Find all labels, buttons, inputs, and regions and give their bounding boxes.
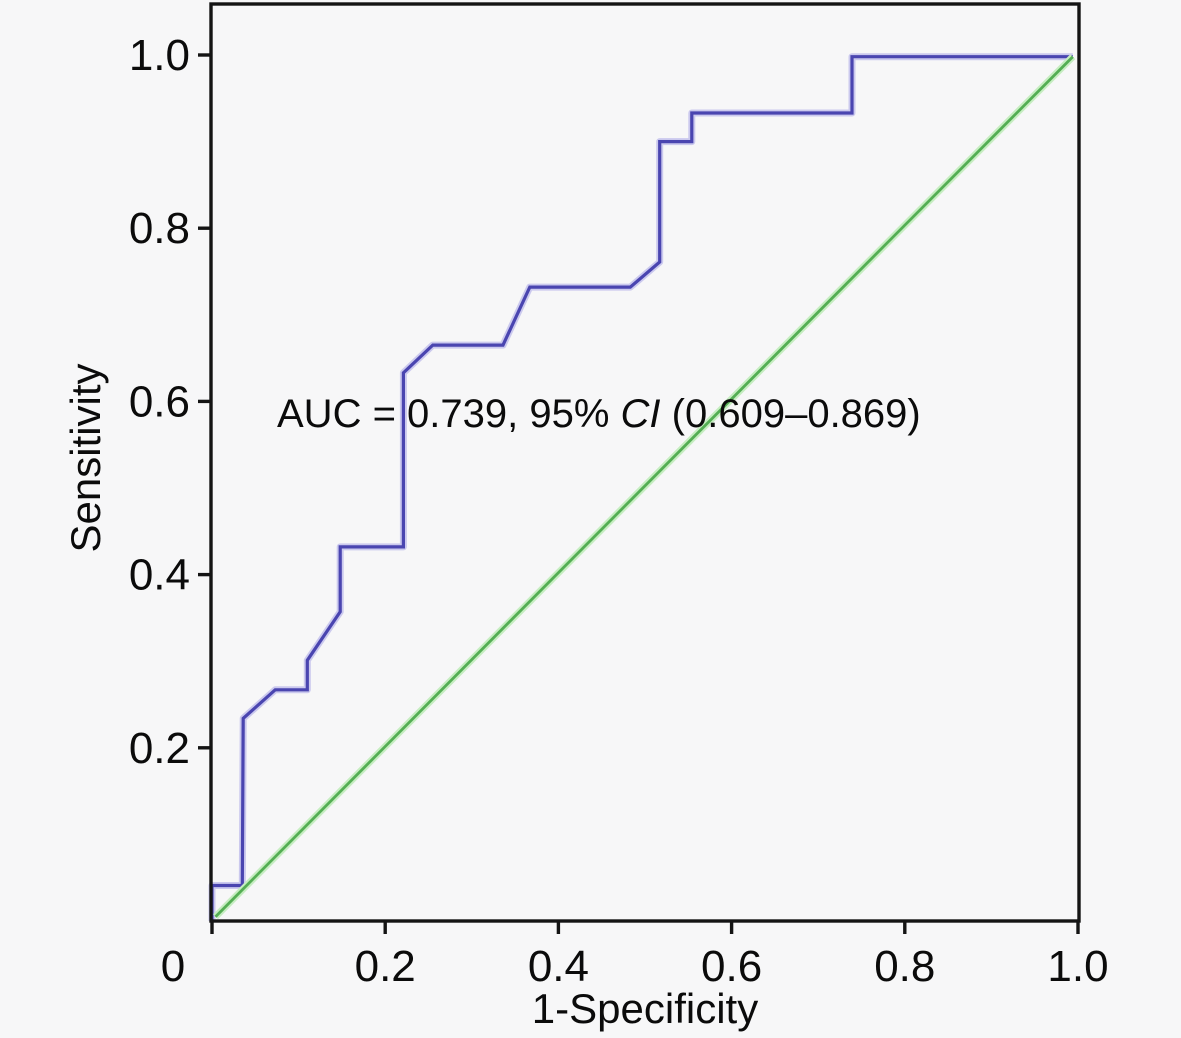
auc-annotation-post: (0.609–0.869) bbox=[661, 392, 921, 436]
x-tick-label: 0.2 bbox=[355, 942, 416, 991]
x-tick-label: 0.4 bbox=[528, 942, 589, 991]
y-tick-label: 0.8 bbox=[129, 204, 190, 253]
plot-frame bbox=[209, 2, 1081, 923]
y-tick-label: 0.2 bbox=[129, 724, 190, 773]
frame-layer bbox=[209, 2, 1081, 923]
y-tick-label: 0.4 bbox=[129, 551, 190, 600]
tick-label-layer: 0 0.2 0.4 0.6 0.8 1.0 0.2 0.4 0.6 0.8 1.0 bbox=[129, 31, 1109, 991]
series-layer bbox=[208, 53, 1076, 921]
tick-layer bbox=[198, 53, 1080, 934]
y-tick-label: 1.0 bbox=[129, 31, 190, 80]
x-tick-label: 0.6 bbox=[701, 942, 762, 991]
auc-annotation-ci: CI bbox=[621, 392, 661, 436]
y-axis-title: Sensitivity bbox=[62, 363, 109, 552]
y-tick-label: 0.6 bbox=[129, 377, 190, 426]
x-tick-label: 0.8 bbox=[874, 942, 935, 991]
reference-line-line bbox=[214, 55, 1074, 918]
x-tick-label: 0 bbox=[161, 942, 185, 991]
auc-annotation-pre: AUC = 0.739, 95% bbox=[277, 392, 621, 436]
x-tick-label: 1.0 bbox=[1047, 942, 1108, 991]
x-axis-title: 1-Specificity bbox=[532, 985, 758, 1032]
auc-annotation: AUC = 0.739, 95% CI (0.609–0.869) bbox=[277, 392, 921, 436]
roc-curve-line bbox=[210, 55, 1073, 921]
